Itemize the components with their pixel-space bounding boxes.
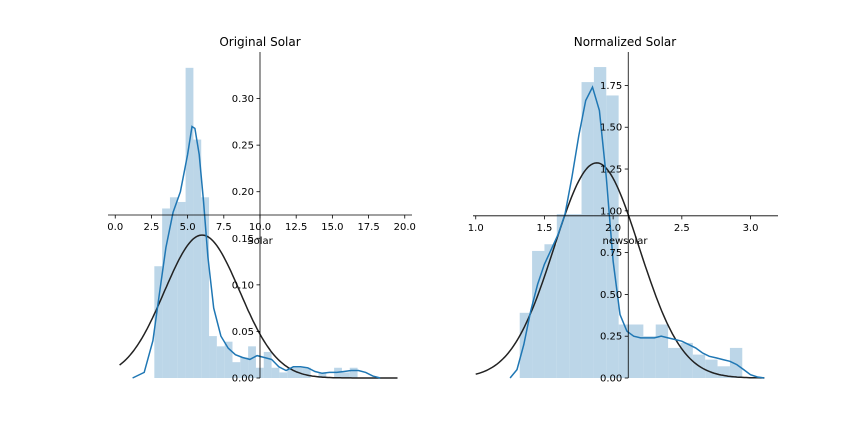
histogram-bar — [177, 201, 186, 378]
x-tick-label: 0.0 — [107, 222, 123, 233]
y-tick-label: 0.10 — [232, 280, 254, 291]
x-tick-label: 1.5 — [536, 223, 552, 234]
histogram-bar — [248, 346, 256, 378]
histogram-bar — [193, 139, 202, 378]
histogram-bar — [216, 346, 225, 378]
histogram-bar — [630, 324, 644, 378]
histogram-bar — [717, 366, 730, 378]
histogram-bar — [263, 351, 272, 378]
panel-original-solar: Original Solar 0.0 2.5 5.0 7.5 10.0 12.5 15.0 1… — [107, 35, 416, 385]
histogram-bar — [201, 197, 210, 378]
x-tick-label: 2.5 — [674, 223, 690, 234]
histogram-bars — [519, 67, 743, 379]
y-tick-label: 0.15 — [232, 234, 254, 245]
histogram-bar — [185, 67, 194, 378]
histogram-bar — [544, 244, 557, 378]
histogram-bar — [169, 197, 178, 378]
y-tick-label: 0.30 — [232, 94, 254, 105]
y-tick-label: 1.50 — [600, 123, 622, 134]
y-tick-label: 0.00 — [600, 374, 622, 385]
y-tick-label: 0.75 — [600, 248, 622, 259]
axes: 1.0 1.5 2.0 2.5 3.0 0.00 0.25 0.50 0.75 1.00 1.25 1… — [468, 52, 778, 385]
y-tick-label: 0.20 — [232, 187, 254, 198]
kde-line — [509, 85, 765, 379]
panel-normalized-solar: Normalized Solar 1.0 1.5 2.0 2.5 3.0 0.00 0.25… — [468, 35, 778, 385]
x-tick-label: 15.0 — [321, 222, 343, 233]
histogram-bar — [581, 82, 594, 378]
histogram-bar — [349, 367, 358, 378]
histogram-bar — [532, 250, 545, 378]
x-tick-label: 7.5 — [216, 222, 232, 233]
histogram-bars — [154, 67, 358, 378]
series-lines — [475, 85, 765, 379]
histogram-bar — [302, 367, 311, 378]
x-tick-label: 2.5 — [143, 222, 159, 233]
x-tick-label: 12.5 — [285, 222, 307, 233]
x-tick-label: 20.0 — [394, 222, 416, 233]
x-tick-label: 2.0 — [605, 223, 621, 234]
histogram-bar — [232, 362, 241, 378]
histogram-bar — [643, 336, 656, 378]
histogram-bar — [162, 208, 170, 378]
x-tick-label: 1.0 — [468, 223, 484, 234]
y-tick-label: 0.50 — [600, 290, 622, 301]
x-tick-label: 3.0 — [743, 223, 759, 234]
x-tick-label: 5.0 — [180, 222, 196, 233]
histogram-bar — [668, 347, 681, 378]
histogram-bar — [729, 347, 743, 378]
histogram-bar — [279, 372, 288, 378]
histogram-bar — [341, 372, 350, 378]
histogram-bar — [287, 367, 296, 378]
normal-fit-line — [475, 162, 765, 379]
x-tick-label: 17.5 — [357, 222, 379, 233]
y-tick-label: 1.00 — [600, 206, 622, 217]
y-tick-label: 1.25 — [600, 165, 622, 176]
histogram-bar — [606, 95, 619, 378]
x-axis-label: Solar — [247, 236, 273, 247]
histogram-bar — [569, 214, 582, 378]
y-tick-label: 0.25 — [600, 332, 622, 343]
histogram-bar — [240, 357, 249, 378]
x-axis-label: newsolar — [602, 236, 648, 247]
y-tick-label: 0.05 — [232, 327, 254, 338]
axes: 0.0 2.5 5.0 7.5 10.0 12.5 15.0 17.5 20.00.000.05… — [107, 52, 416, 385]
chart-title: Original Solar — [219, 35, 300, 49]
y-tick-label: 1.75 — [600, 81, 622, 92]
y-tick-label: 0.00 — [232, 374, 254, 385]
histogram-bar — [224, 341, 233, 378]
histogram-bar — [705, 359, 718, 378]
y-tick-label: 0.25 — [232, 141, 254, 152]
histogram-bar — [154, 266, 163, 378]
histogram-bar — [556, 214, 570, 378]
histogram-bar — [209, 336, 217, 378]
histogram-bar — [655, 324, 669, 378]
chart-title: Normalized Solar — [574, 35, 677, 49]
kde-line — [132, 125, 381, 379]
histogram-bar — [271, 367, 280, 378]
histogram-bar — [318, 372, 327, 378]
